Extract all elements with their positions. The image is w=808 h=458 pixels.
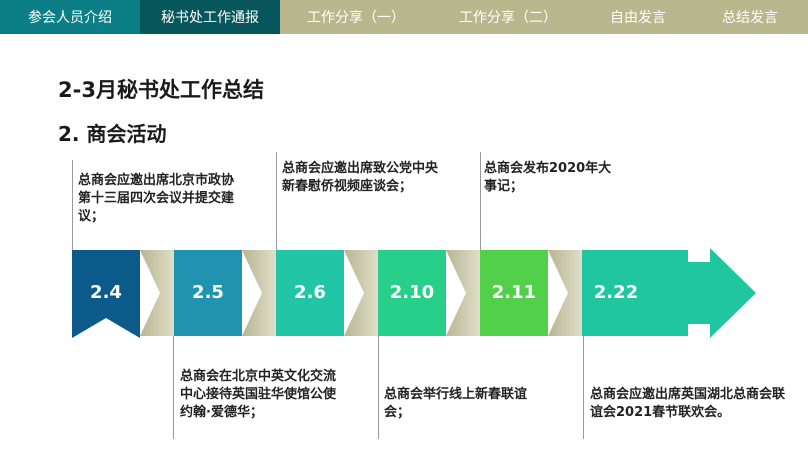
date-label-2-11: 2.11: [491, 282, 537, 303]
connector-line-5: [480, 152, 481, 250]
segment-2-5: [174, 250, 242, 336]
note-2-10: 总商会举行线上新春联谊会；: [384, 387, 528, 420]
connector-line-2: [173, 335, 174, 439]
slide-title: 2-3月秘书处工作总结: [58, 78, 264, 102]
note-2-6: 总商会应邀出席致公党中央新春慰侨视频座谈会；: [282, 161, 439, 194]
slide-subtitle: 2. 商会活动: [58, 122, 167, 146]
fold-4: [446, 250, 480, 336]
ribbon-segments: [72, 248, 756, 338]
note-2-22: 总商会应邀出席英国湖北总商会联谊会2021春节联欢会。: [590, 387, 786, 420]
note-2-5: 总商会在北京中英文化交流中心接待英国驻华使馆公使约翰·爱德华；: [180, 369, 337, 420]
top-nav: 参会人员介绍 秘书处工作通报 工作分享（一） 工作分享（二） 自由发言 总结发言: [0, 0, 808, 34]
fold-3: [344, 250, 378, 336]
segment-2-22: [582, 248, 756, 338]
fold-1: [140, 250, 174, 336]
note-2-4: 总商会应邀出席北京市政协第十三届四次会议并提交建议；: [78, 173, 235, 224]
connector-line-1: [72, 160, 73, 250]
tab-work-share-2[interactable]: 工作分享（二）: [432, 0, 584, 34]
tab-free-speech[interactable]: 自由发言: [584, 0, 692, 34]
date-label-2-6: 2.6: [294, 282, 326, 303]
tab-closing-speech[interactable]: 总结发言: [692, 0, 808, 34]
note-2-11: 总商会发布2020年大事记；: [484, 161, 612, 194]
date-label-2-10: 2.10: [389, 282, 435, 303]
segment-2-4: [72, 250, 140, 338]
tab-participants[interactable]: 参会人员介绍: [0, 0, 140, 34]
date-label-2-5: 2.5: [192, 282, 224, 303]
fold-5: [548, 250, 582, 336]
tab-work-share-1[interactable]: 工作分享（一）: [280, 0, 432, 34]
tab-secretariat-report[interactable]: 秘书处工作通报: [140, 0, 280, 34]
date-label-2-22: 2.22: [593, 282, 639, 303]
segment-2-6: [276, 250, 344, 336]
segment-2-11: [480, 250, 548, 336]
connector-line-6: [583, 335, 584, 439]
connector-line-3: [276, 152, 277, 250]
segment-2-10: [378, 250, 446, 336]
connector-line-4: [378, 335, 379, 439]
fold-2: [242, 250, 276, 336]
date-label-2-4: 2.4: [90, 282, 122, 303]
